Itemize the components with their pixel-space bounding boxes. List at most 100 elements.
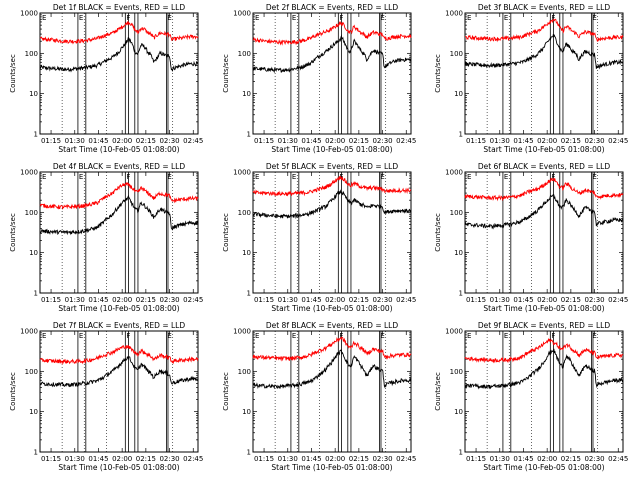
- y-tick-label: 10: [29, 249, 38, 257]
- x-tick-label: 02:30: [159, 137, 179, 145]
- panel-title: Det 7f BLACK = Events, RED = LLD: [53, 321, 186, 330]
- x-tick-label: 01:15: [466, 296, 486, 304]
- x-tick-label: 02:15: [349, 455, 369, 463]
- series-line-lld: [464, 337, 624, 364]
- marker-label: E: [255, 14, 259, 22]
- marker-label: E: [255, 173, 259, 181]
- panel-det-4f: Det 4f BLACK = Events, RED = LLD 1 10 100 10…: [9, 162, 203, 313]
- panel-det-7f: Det 7f BLACK = Events, RED = LLD 1 10 100 10…: [9, 321, 203, 472]
- panel-title: Det 1f BLACK = Events, RED = LLD: [53, 3, 186, 12]
- marker-label: E: [167, 14, 171, 22]
- marker-label: E: [79, 14, 83, 22]
- x-tick-label: 01:30: [65, 455, 85, 463]
- x-tick-label: 01:15: [41, 296, 61, 304]
- panel-title: Det 2f BLACK = Events, RED = LLD: [266, 3, 399, 12]
- marker-label: E: [79, 173, 83, 181]
- y-tick-label: 1000: [233, 10, 251, 18]
- x-tick-label: 02:00: [325, 137, 345, 145]
- x-tick-label: 02:45: [183, 455, 203, 463]
- x-tick-label: 02:30: [159, 455, 179, 463]
- x-tick-label: 02:45: [183, 137, 203, 145]
- marker-label: E: [167, 332, 171, 340]
- y-tick-label: 100: [450, 209, 463, 217]
- series-line-events: [39, 194, 199, 236]
- x-tick-label: 01:45: [513, 137, 533, 145]
- x-axis-label: Start Time (10-Feb-05 01:08:00): [58, 304, 179, 313]
- x-tick-label: 01:30: [490, 296, 510, 304]
- y-axis-label: Counts/sec: [434, 372, 442, 411]
- marker-label: E: [592, 332, 596, 340]
- x-tick-label: 02:45: [183, 296, 203, 304]
- panel-det-8f: Det 8f BLACK = Events, RED = LLD 1 10 100 10…: [222, 321, 416, 472]
- x-axis-label: Start Time (10-Feb-05 01:08:00): [271, 145, 392, 154]
- marker-label: E: [592, 173, 596, 181]
- marker-label: E: [467, 14, 471, 22]
- y-tick-label: 100: [238, 209, 251, 217]
- x-tick-label: 01:30: [278, 296, 298, 304]
- marker-label: F: [339, 14, 343, 22]
- panel-title: Det 6f BLACK = Events, RED = LLD: [478, 162, 611, 171]
- y-tick-label: 1000: [233, 328, 251, 336]
- x-tick-label: 02:15: [136, 296, 156, 304]
- x-tick-label: 02:15: [136, 137, 156, 145]
- x-tick-label: 02:45: [608, 296, 628, 304]
- y-tick-label: 1: [247, 290, 251, 298]
- plot-frame: [464, 171, 624, 294]
- x-tick-label: 02:15: [349, 296, 369, 304]
- marker-label: E: [79, 332, 83, 340]
- marker-label: E: [380, 14, 384, 22]
- x-tick-label: 01:30: [278, 455, 298, 463]
- y-tick-label: 100: [450, 368, 463, 376]
- x-tick-label: 02:00: [325, 455, 345, 463]
- marker-label: F: [339, 332, 343, 340]
- y-axis-label: Counts/sec: [434, 213, 442, 252]
- marker-label: E: [380, 173, 384, 181]
- series-line-lld: [39, 345, 199, 366]
- plot-frame: [39, 330, 199, 453]
- x-tick-label: 02:30: [584, 296, 604, 304]
- x-tick-label: 02:00: [112, 137, 132, 145]
- x-tick-label: 01:45: [301, 455, 321, 463]
- plot-frame: [464, 12, 624, 135]
- x-tick-label: 02:15: [561, 296, 581, 304]
- y-tick-label: 10: [29, 90, 38, 98]
- x-tick-label: 02:00: [537, 455, 557, 463]
- marker-label: F: [339, 173, 343, 181]
- x-tick-label: 02:15: [561, 455, 581, 463]
- x-axis-label: Start Time (10-Feb-05 01:08:00): [271, 463, 392, 472]
- x-tick-label: 01:15: [466, 137, 486, 145]
- x-tick-label: 02:00: [112, 296, 132, 304]
- series-line-lld: [252, 175, 412, 197]
- y-tick-label: 100: [25, 368, 38, 376]
- y-tick-label: 1: [459, 290, 463, 298]
- series-line-events: [252, 349, 412, 390]
- y-tick-label: 10: [242, 90, 251, 98]
- y-tick-label: 1: [247, 449, 251, 457]
- x-axis-label: Start Time (10-Feb-05 01:08:00): [58, 145, 179, 154]
- panel-det-6f: Det 6f BLACK = Events, RED = LLD 1 10 100 10…: [434, 162, 628, 313]
- panel-det-2f: Det 2f BLACK = Events, RED = LLD 1 10 100 10…: [222, 3, 416, 154]
- series-line-lld: [39, 21, 199, 45]
- panel-title: Det 4f BLACK = Events, RED = LLD: [53, 162, 186, 171]
- marker-label: F: [126, 332, 130, 340]
- y-axis-label: Counts/sec: [222, 372, 230, 411]
- x-tick-label: 01:15: [41, 455, 61, 463]
- marker-label: E: [292, 332, 296, 340]
- x-tick-label: 01:30: [490, 137, 510, 145]
- panel-det-5f: Det 5f BLACK = Events, RED = LLD 1 10 100 10…: [222, 162, 416, 313]
- marker-label: E: [42, 14, 46, 22]
- y-tick-label: 1000: [20, 328, 38, 336]
- y-axis-label: Counts/sec: [9, 54, 17, 93]
- y-tick-label: 1: [459, 449, 463, 457]
- y-tick-label: 100: [238, 50, 251, 58]
- y-tick-label: 1000: [20, 169, 38, 177]
- x-tick-label: 01:15: [254, 296, 274, 304]
- x-tick-label: 01:15: [41, 137, 61, 145]
- y-tick-label: 100: [450, 50, 463, 58]
- x-tick-label: 02:15: [349, 137, 369, 145]
- y-tick-label: 1000: [445, 169, 463, 177]
- series-line-lld: [252, 336, 412, 362]
- x-tick-label: 02:00: [537, 137, 557, 145]
- y-tick-label: 10: [454, 90, 463, 98]
- y-tick-label: 100: [25, 50, 38, 58]
